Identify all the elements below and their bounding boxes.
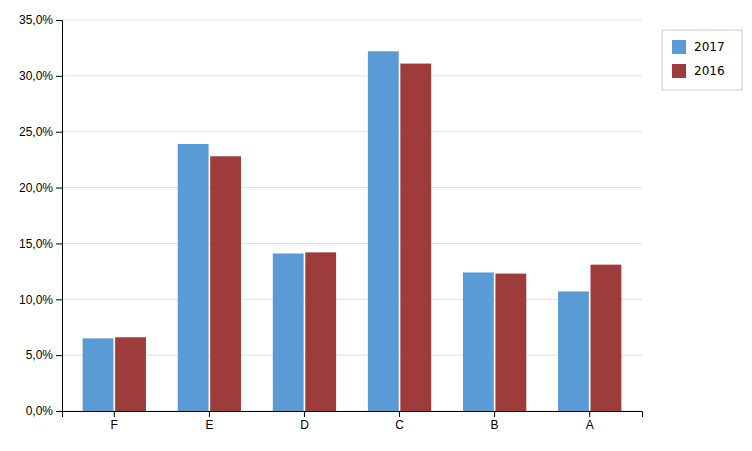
y-tick-label: 5,0% — [26, 348, 54, 362]
x-tick-label: C — [395, 418, 404, 432]
legend-item: 2017 — [672, 40, 725, 54]
y-tick: 10,0% — [19, 293, 62, 307]
y-tick-mark — [56, 411, 62, 412]
x-tick: C — [395, 411, 404, 432]
y-tick: 30,0% — [19, 69, 62, 83]
y-tick-mark — [56, 20, 62, 21]
grid-line — [62, 75, 642, 76]
y-tick-label: 30,0% — [19, 69, 53, 83]
y-tick: 20,0% — [19, 181, 62, 195]
y-tick-mark — [56, 355, 62, 356]
bar-series — [83, 51, 589, 411]
bar — [273, 253, 304, 411]
plot: F E D C B A 0,0% 5,0% 10,0% 15,0% 20,0% 25,0% 30,0% 3… — [19, 13, 742, 431]
x-tick: D — [300, 411, 309, 432]
x-tick: F — [111, 411, 118, 432]
legend-frame — [662, 30, 742, 90]
legend-item: 2016 — [672, 64, 725, 78]
bar — [400, 64, 431, 411]
x-tick-label: D — [300, 418, 309, 432]
y-tick-label: 15,0% — [19, 237, 53, 251]
grid-line — [62, 187, 642, 188]
bar — [463, 272, 494, 411]
grid-line — [62, 131, 642, 132]
x-tick: B — [491, 411, 499, 432]
x-tick: A — [586, 411, 594, 432]
grid-line — [62, 20, 642, 21]
bar — [115, 337, 146, 411]
bar — [83, 338, 114, 411]
bar — [210, 156, 241, 411]
grid-line — [62, 299, 642, 300]
chart-container: F E D C B A 0,0% 5,0% 10,0% 15,0% 20,0% 25,0% 30,0% 3… — [0, 0, 752, 451]
x-tick: E — [205, 411, 213, 432]
x-axis: FEDCBA — [63, 411, 643, 432]
y-tick-mark — [56, 243, 62, 244]
x-tick-label: A — [586, 418, 594, 432]
bar — [495, 274, 526, 411]
y-tick: 35,0% — [19, 13, 62, 27]
chart-svg: F E D C B A 0,0% 5,0% 10,0% 15,0% 20,0% 25,0% 30,0% 3… — [0, 0, 752, 451]
y-tick: 15,0% — [19, 237, 62, 251]
legend-label: 2016 — [694, 64, 725, 78]
x-tick-mark — [209, 411, 210, 417]
bars — [83, 51, 622, 411]
x-tick-mark — [399, 411, 400, 417]
x-tick-label: F — [111, 418, 118, 432]
grid-line — [62, 355, 642, 356]
x-tick-label: E — [205, 418, 213, 432]
y-tick: 25,0% — [19, 125, 62, 139]
y-axis: 0,0% 5,0% 10,0% 15,0% 20,0% 25,0% 30,0% 35,0% — [19, 13, 63, 418]
x-tick-mark — [304, 411, 305, 417]
y-tick: 5,0% — [26, 348, 62, 362]
x-tick-label: B — [491, 418, 499, 432]
grid-line — [62, 243, 642, 244]
legend: 2017 2016 — [662, 30, 742, 90]
y-tick-label: 35,0% — [19, 13, 53, 27]
y-tick-label: 10,0% — [19, 293, 53, 307]
y-tick-mark — [56, 132, 62, 133]
bar — [178, 144, 209, 411]
legend-swatch — [672, 40, 686, 54]
legend-swatch — [672, 64, 686, 78]
y-axis-line — [56, 21, 63, 412]
x-axis-line — [63, 412, 643, 418]
bar — [591, 265, 622, 411]
bar — [305, 252, 336, 411]
x-tick-mark — [589, 411, 590, 417]
x-tick-mark — [114, 411, 115, 417]
y-tick-label: 25,0% — [19, 125, 53, 139]
y-tick: 0,0% — [26, 404, 62, 418]
grid — [62, 20, 642, 411]
y-tick-label: 20,0% — [19, 181, 53, 195]
bar — [558, 291, 589, 411]
x-tick-mark — [494, 411, 495, 417]
bar-series — [115, 64, 621, 411]
y-tick-mark — [56, 188, 62, 189]
y-tick-mark — [56, 299, 62, 300]
legend-label: 2017 — [694, 40, 725, 54]
y-tick-mark — [56, 76, 62, 77]
y-tick-label: 0,0% — [26, 404, 54, 418]
bar — [368, 51, 399, 411]
